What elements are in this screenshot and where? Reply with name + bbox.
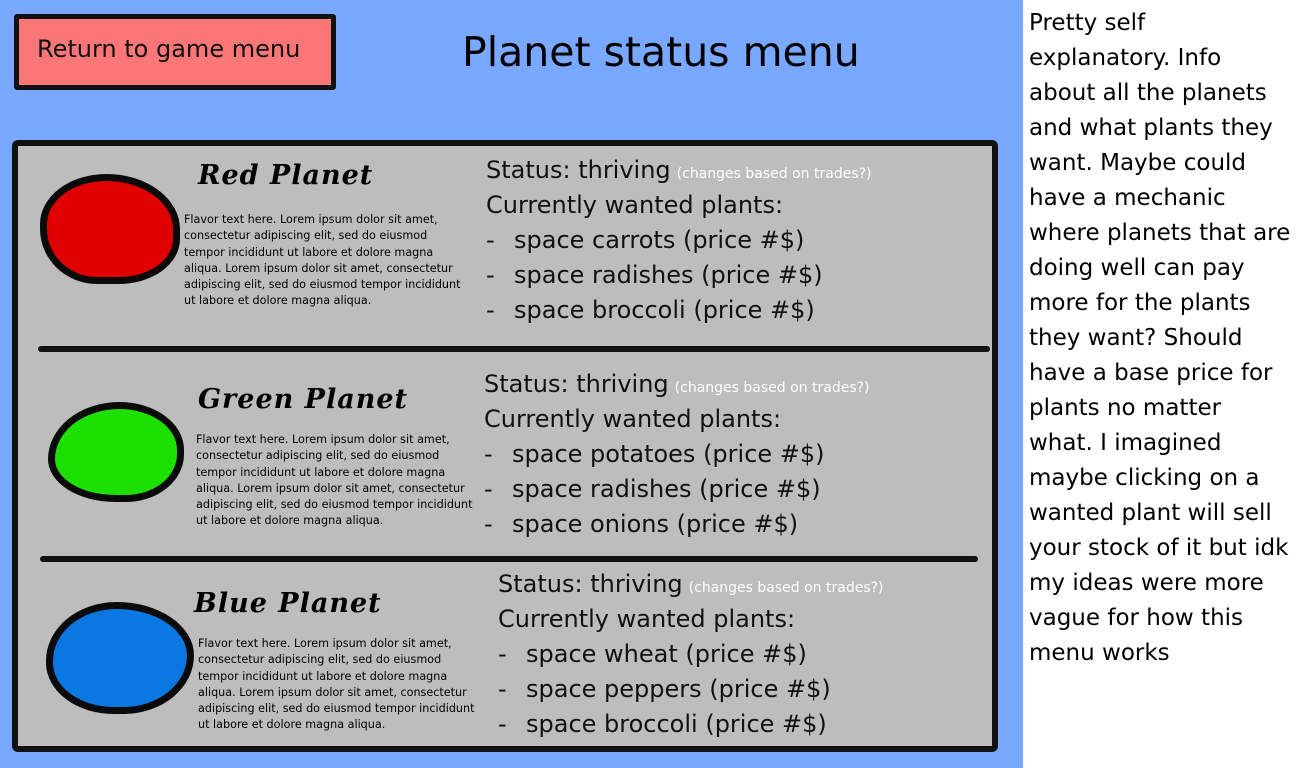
planet-status: Status: thriving (changes based on trades… bbox=[486, 156, 872, 184]
plant-label: space peppers (price #$) bbox=[526, 675, 831, 703]
plant-label: space radishes (price #$) bbox=[514, 261, 823, 289]
wanted-plants-title: Currently wanted plants: bbox=[498, 605, 796, 633]
wanted-plant-item[interactable]: - space wheat (price #$) bbox=[498, 640, 807, 668]
planet-status: Status: thriving (changes based on trades… bbox=[498, 570, 884, 598]
planet-flavor-text: Flavor text here. Lorem ipsum dolor sit … bbox=[184, 213, 461, 308]
wanted-plant-item[interactable]: - space onions (price #$) bbox=[484, 510, 798, 538]
list-dash: - bbox=[498, 640, 507, 668]
status-note: (changes based on trades?) bbox=[688, 580, 884, 596]
return-button-label: Return to game menu bbox=[37, 35, 301, 63]
wanted-plants-title: Currently wanted plants: bbox=[484, 405, 782, 433]
wanted-plant-item[interactable]: - space potatoes (price #$) bbox=[484, 440, 825, 468]
status-note: (changes based on trades?) bbox=[674, 380, 870, 396]
wanted-plants-title: Currently wanted plants: bbox=[486, 191, 784, 219]
plant-label: space onions (price #$) bbox=[512, 510, 799, 538]
status-label: Status: thriving bbox=[484, 370, 669, 398]
wanted-plant-item[interactable]: - space peppers (price #$) bbox=[498, 675, 831, 703]
return-to-game-menu-button[interactable]: Return to game menu bbox=[14, 14, 336, 90]
list-dash: - bbox=[484, 475, 493, 503]
planet-list-panel: Red Planet Flavor text here. Lorem ipsum… bbox=[12, 140, 998, 752]
section-divider bbox=[40, 556, 978, 562]
status-note: (changes based on trades?) bbox=[676, 166, 872, 182]
wanted-plant-item[interactable]: - space broccoli (price #$) bbox=[486, 296, 815, 324]
list-dash: - bbox=[486, 226, 495, 254]
plant-label: space broccoli (price #$) bbox=[526, 710, 827, 738]
planet-status: Status: thriving (changes based on trades… bbox=[484, 370, 870, 398]
planet-section-red: Red Planet Flavor text here. Lorem ipsum… bbox=[18, 146, 992, 346]
status-label: Status: thriving bbox=[486, 156, 671, 184]
blue-planet-icon bbox=[46, 602, 194, 714]
plant-label: space wheat (price #$) bbox=[526, 640, 807, 668]
wanted-plant-item[interactable]: - space radishes (price #$) bbox=[486, 261, 823, 289]
plant-label: space radishes (price #$) bbox=[512, 475, 821, 503]
planet-flavor-text: Flavor text here. Lorem ipsum dolor sit … bbox=[198, 637, 475, 732]
planet-name: Red Planet bbox=[198, 160, 374, 191]
list-dash: - bbox=[484, 440, 493, 468]
status-label: Status: thriving bbox=[498, 570, 683, 598]
green-planet-icon bbox=[48, 402, 184, 502]
design-notes: Pretty self explanatory. Info about all … bbox=[1029, 10, 1291, 666]
plant-label: space carrots (price #$) bbox=[514, 226, 805, 254]
list-dash: - bbox=[486, 296, 495, 324]
section-divider bbox=[38, 346, 990, 352]
wanted-plant-item[interactable]: - space carrots (price #$) bbox=[486, 226, 804, 254]
planet-section-blue: Blue Planet Flavor text here. Lorem ipsu… bbox=[18, 560, 992, 760]
red-planet-icon bbox=[40, 174, 180, 284]
list-dash: - bbox=[484, 510, 493, 538]
list-dash: - bbox=[486, 261, 495, 289]
planet-name: Green Planet bbox=[198, 384, 409, 415]
planet-section-green: Green Planet Flavor text here. Lorem ips… bbox=[18, 360, 992, 560]
planet-flavor-text: Flavor text here. Lorem ipsum dolor sit … bbox=[196, 433, 473, 528]
wanted-plant-item[interactable]: - space radishes (price #$) bbox=[484, 475, 821, 503]
plant-label: space potatoes (price #$) bbox=[512, 440, 825, 468]
wanted-plant-item[interactable]: - space broccoli (price #$) bbox=[498, 710, 827, 738]
planet-name: Blue Planet bbox=[194, 588, 382, 619]
plant-label: space broccoli (price #$) bbox=[514, 296, 815, 324]
game-canvas: Return to game menu Planet status menu R… bbox=[0, 0, 1023, 768]
page-title: Planet status menu bbox=[462, 28, 860, 76]
list-dash: - bbox=[498, 675, 507, 703]
list-dash: - bbox=[498, 710, 507, 738]
